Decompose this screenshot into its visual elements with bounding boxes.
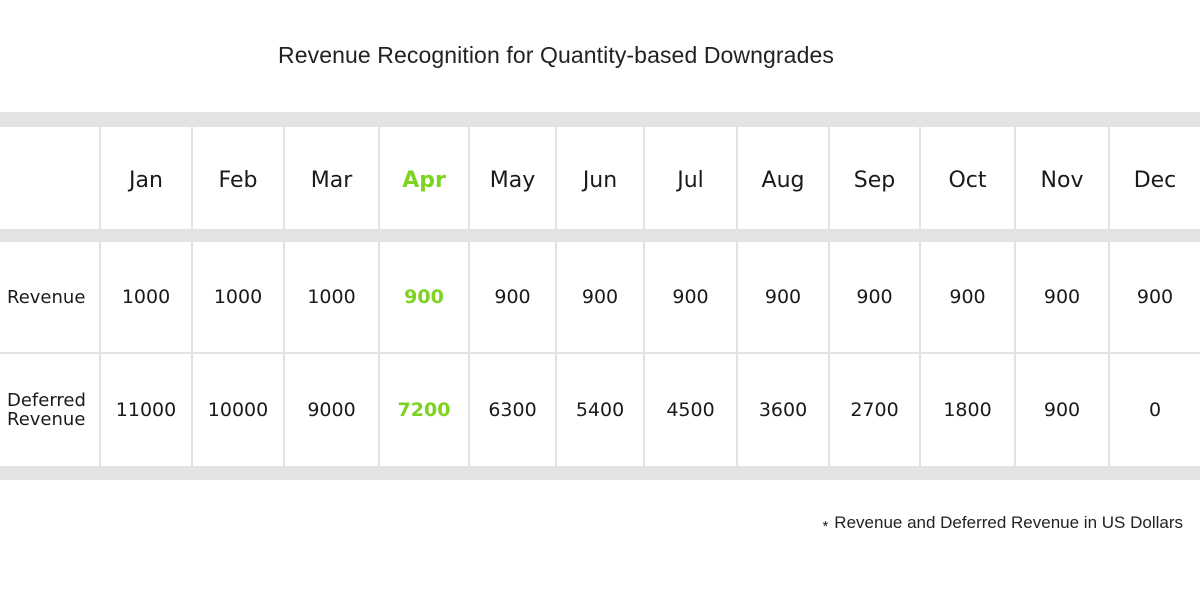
column-header-jun: Jun	[557, 127, 645, 229]
column-header-feb: Feb	[193, 127, 285, 229]
table-cell-deferred-revenue-aug: 3600	[738, 354, 830, 466]
table-cell-deferred-revenue-nov: 900	[1016, 354, 1110, 466]
table-cell-revenue-may: 900	[470, 242, 557, 352]
footnote-text: Revenue and Deferred Revenue in US Dolla…	[834, 513, 1183, 532]
page-title: Revenue Recognition for Quantity-based D…	[278, 42, 834, 68]
footnote-marker: *	[822, 518, 829, 535]
column-header-sep: Sep	[830, 127, 921, 229]
table-row-revenue: Revenue 1000 1000 1000 900 900 900 900 900 900 900…	[0, 242, 1200, 354]
table-cell-revenue-feb: 1000	[193, 242, 285, 352]
table-cell-revenue-jun: 900	[557, 242, 645, 352]
footnote: * Revenue and Deferred Revenue in US Doll…	[822, 513, 1183, 535]
table-cell-revenue-nov: 900	[1016, 242, 1110, 352]
table-cell-deferred-revenue-jul: 4500	[645, 354, 738, 466]
table-cell-revenue-oct: 900	[921, 242, 1016, 352]
column-header-aug: Aug	[738, 127, 830, 229]
table-cell-deferred-revenue-jan: 11000	[101, 354, 193, 466]
table-cell-revenue-mar: 1000	[285, 242, 380, 352]
row-label-revenue: Revenue	[0, 242, 101, 352]
table-cell-deferred-revenue-oct: 1800	[921, 354, 1016, 466]
column-header-mar: Mar	[285, 127, 380, 229]
header-corner-cell	[0, 127, 101, 229]
table-cell-deferred-revenue-apr: 7200	[380, 354, 470, 466]
column-header-jan: Jan	[101, 127, 193, 229]
column-header-dec: Dec	[1133, 167, 1177, 193]
table-cell-revenue-jan: 1000	[101, 242, 193, 352]
column-header-oct: Oct	[921, 127, 1016, 229]
table-bottom-band	[0, 466, 1200, 480]
table-row-deferred-revenue: Deferred Revenue 11000 10000 9000 7200 6300 54…	[0, 354, 1200, 466]
table-cell-deferred-revenue-sep: 2700	[830, 354, 921, 466]
table-cell-deferred-revenue-may: 6300	[470, 354, 557, 466]
table-cell-deferred-revenue-dec: 0	[1148, 399, 1162, 421]
column-header-nov: Nov	[1016, 127, 1110, 229]
table-cell-deferred-revenue-feb: 10000	[193, 354, 285, 466]
table-cell-deferred-revenue-mar: 9000	[285, 354, 380, 466]
column-header-jul: Jul	[645, 127, 738, 229]
table-cell-revenue-jul: 900	[645, 242, 738, 352]
table-cell-revenue-aug: 900	[738, 242, 830, 352]
table-top-band	[0, 112, 1200, 127]
row-label-deferred-revenue: Deferred Revenue	[0, 354, 101, 466]
table-cell-revenue-apr: 900	[380, 242, 470, 352]
table-cell-revenue-sep: 900	[830, 242, 921, 352]
table-cell-revenue-dec: 900	[1136, 286, 1174, 308]
table-cell-deferred-revenue-jun: 5400	[557, 354, 645, 466]
column-header-may: May	[470, 127, 557, 229]
column-header-apr: Apr	[380, 127, 470, 229]
table-header-row: Jan Feb Mar Apr May Jun Jul Aug Sep Oct Nov Dec	[0, 127, 1200, 229]
table-header-divider	[0, 229, 1200, 242]
